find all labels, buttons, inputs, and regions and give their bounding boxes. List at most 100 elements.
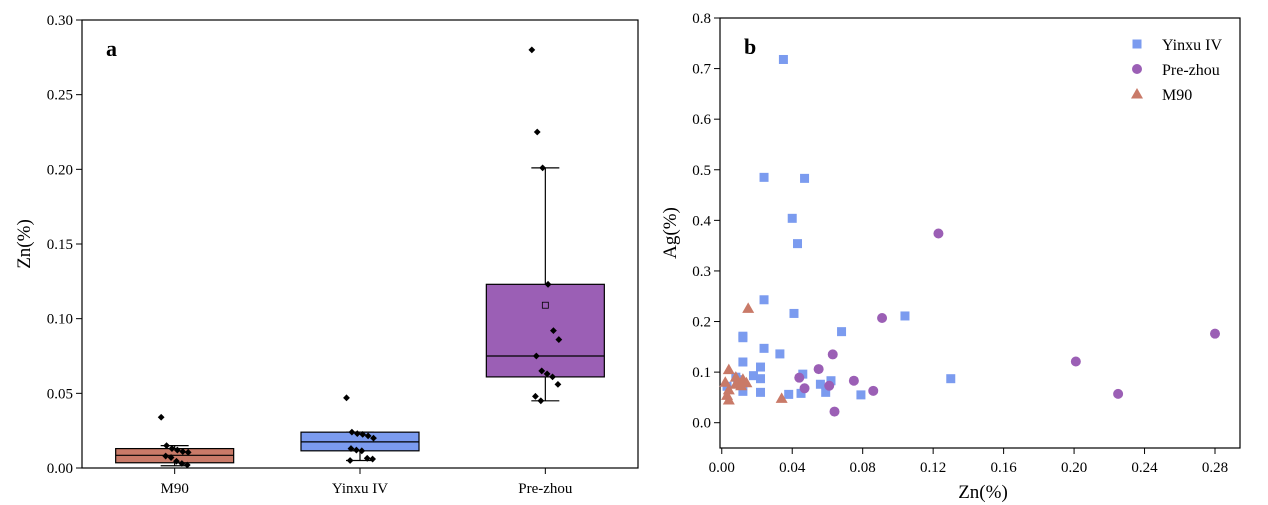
x-tick-label: M90 <box>160 481 188 497</box>
data-point <box>532 352 540 360</box>
scatter-point <box>738 386 748 396</box>
y-tick-label: 0.0 <box>692 416 711 432</box>
data-point <box>163 442 170 449</box>
x-tick-label: 0.28 <box>1202 460 1228 476</box>
scatter-point <box>826 376 836 386</box>
scatter-point <box>748 371 758 381</box>
scatter-point <box>738 333 748 343</box>
data-point <box>533 128 541 136</box>
x-tick-label: Pre-zhou <box>518 481 573 497</box>
x-tick-label: 0.20 <box>1061 460 1087 476</box>
legend-marker <box>1132 39 1142 49</box>
scatter-point <box>796 388 806 398</box>
data-point <box>347 445 355 452</box>
scatter-point <box>735 379 748 391</box>
scatter-point <box>800 173 810 183</box>
y-axis-title-a: Zn(%) <box>14 219 35 269</box>
data-point <box>359 431 367 438</box>
scatter-point <box>742 302 755 313</box>
scatter-point <box>946 374 956 384</box>
data-point <box>178 460 186 467</box>
y-tick-label: 0.20 <box>47 162 73 178</box>
scatter-point <box>1113 388 1124 399</box>
scatter-point <box>775 349 785 359</box>
x-tick-label: 0.04 <box>779 460 806 476</box>
scatter-point <box>722 393 735 405</box>
data-point <box>532 392 539 400</box>
x-tick-label: Yinxu IV <box>332 481 388 497</box>
scatter-point <box>759 343 769 353</box>
scatter-point <box>827 349 838 360</box>
scatter-point <box>933 228 944 239</box>
scatter-point <box>756 374 766 384</box>
data-point <box>370 434 377 442</box>
data-point <box>162 452 170 460</box>
scatter-point <box>815 379 825 389</box>
box-3 <box>485 283 605 378</box>
data-point <box>554 380 562 388</box>
scatter-point <box>787 213 797 223</box>
y-tick-label: 0.05 <box>47 386 73 402</box>
y-tick-label: 0.00 <box>47 461 73 477</box>
mean-marker <box>541 301 549 309</box>
legend-label: Pre-zhou <box>1162 62 1220 79</box>
scatter-point <box>719 376 732 387</box>
data-point <box>168 445 176 452</box>
data-point <box>555 336 563 343</box>
data-point <box>167 454 175 461</box>
data-point <box>348 428 356 436</box>
y-tick-label: 0.4 <box>692 213 711 229</box>
data-point <box>537 397 545 405</box>
scatter-point <box>793 239 803 249</box>
y-tick-label: 0.8 <box>692 11 711 27</box>
scatter-point <box>789 308 799 318</box>
scatter-point <box>821 387 831 397</box>
scatter-point <box>877 312 888 323</box>
data-point <box>538 367 546 375</box>
y-tick-label: 0.2 <box>692 315 711 331</box>
scatter-point <box>813 364 824 375</box>
y-tick-label: 0.30 <box>47 13 73 29</box>
data-point <box>184 448 192 456</box>
scatter-point <box>799 383 810 394</box>
scatter-point <box>729 371 742 382</box>
data-point <box>358 447 366 455</box>
scatter-point <box>756 362 766 372</box>
data-point <box>157 413 165 421</box>
plot-frame-b <box>719 17 1241 449</box>
scatter-point <box>1070 356 1081 367</box>
scatter-point <box>829 406 840 417</box>
y-axis-title-b: Ag(%) <box>660 207 681 259</box>
data-point <box>543 370 551 378</box>
panel-label-a: a <box>106 36 117 61</box>
scatter-point <box>759 295 769 305</box>
data-point <box>353 430 361 438</box>
scatter-point <box>738 357 748 367</box>
scatter-point <box>1210 328 1220 339</box>
legend-label: M90 <box>1162 87 1192 104</box>
legend-marker <box>1131 88 1143 99</box>
data-point <box>346 457 354 464</box>
scatter-point <box>759 172 769 182</box>
data-point <box>173 457 180 465</box>
data-point <box>369 455 376 463</box>
scatter-point <box>778 54 788 64</box>
data-point <box>363 454 371 462</box>
scatter-point <box>900 311 910 321</box>
x-tick-label: 0.08 <box>850 460 876 476</box>
scatter-point <box>837 327 847 337</box>
data-point <box>539 164 547 172</box>
data-point <box>343 394 350 402</box>
data-point <box>179 448 187 455</box>
x-tick-label: 0.00 <box>709 460 735 476</box>
data-point <box>364 432 372 440</box>
y-tick-label: 0.15 <box>47 237 73 253</box>
y-tick-label: 0.5 <box>692 163 711 179</box>
y-tick-label: 0.25 <box>47 88 73 104</box>
scatter-point <box>784 389 794 399</box>
data-point <box>528 46 536 54</box>
x-axis-title-b: Zn(%) <box>958 482 1008 503</box>
scatter-point <box>775 392 788 403</box>
data-point <box>549 373 556 381</box>
